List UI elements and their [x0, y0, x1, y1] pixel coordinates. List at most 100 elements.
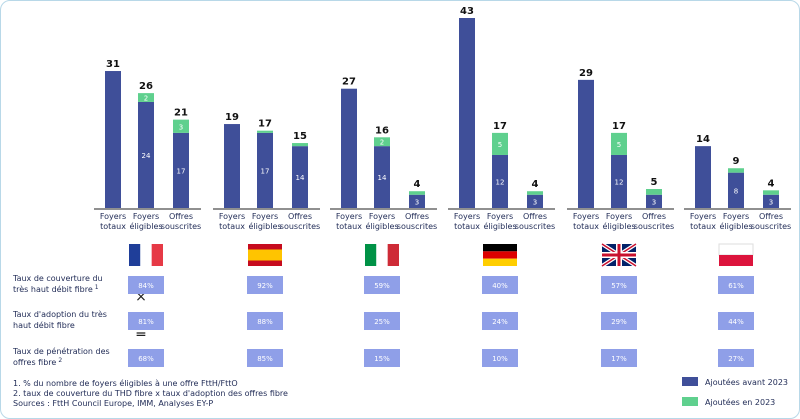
bar-segment — [459, 18, 475, 208]
value-label: 24 — [142, 152, 151, 160]
flag — [483, 244, 517, 252]
bar-segment — [292, 143, 308, 147]
total-label: 4 — [414, 179, 421, 190]
total-label: 17 — [493, 121, 507, 132]
table-value: 44% — [728, 318, 744, 326]
bar-segment — [646, 189, 662, 195]
footnote: 2. taux de couverture du THD fibre x tau… — [13, 389, 288, 398]
bar-label: Offres — [169, 212, 193, 221]
table-cell — [128, 349, 164, 367]
bar-segment — [409, 194, 425, 208]
legend-label: Ajoutées en 2023 — [705, 397, 775, 407]
total-label: 4 — [532, 179, 539, 190]
total-label: 5 — [651, 177, 658, 188]
table-cell — [718, 349, 754, 367]
total-label: 27 — [342, 77, 356, 88]
bar-segment — [224, 124, 240, 208]
bar-label: Offres — [405, 212, 429, 221]
value-label: 2 — [144, 95, 148, 103]
flag — [376, 244, 388, 266]
bar-segment — [728, 172, 744, 208]
table-value: 57% — [611, 282, 627, 290]
table-value: 59% — [374, 282, 390, 290]
bar-label: totaux — [454, 222, 480, 231]
times-symbol: × — [135, 289, 147, 305]
total-label: 26 — [139, 81, 153, 92]
bar-label: Foyers — [369, 212, 395, 221]
table-cell — [718, 276, 754, 294]
table-value: 27% — [728, 355, 744, 363]
bar-label: Foyers — [133, 212, 159, 221]
row-label: très haut débit fibre 1 — [13, 284, 99, 294]
bar-label: Foyers — [723, 212, 749, 221]
bar-segment — [374, 137, 390, 147]
total-label: 14 — [696, 134, 710, 145]
bar-segment — [292, 146, 308, 208]
table-value: 17% — [611, 355, 627, 363]
bar-label: éligibles — [602, 221, 635, 231]
row-label: Taux d'adoption du très — [12, 309, 107, 319]
bar-segment — [492, 132, 508, 155]
value-label: 5 — [617, 141, 621, 149]
table-cell — [364, 349, 400, 367]
bar-label: souscrites — [280, 222, 320, 231]
bar-label: souscrites — [634, 222, 674, 231]
value-label: 5 — [498, 141, 502, 149]
flag — [140, 244, 152, 266]
bar-label: totaux — [336, 222, 362, 231]
flag — [248, 249, 282, 261]
bar-segment — [763, 194, 779, 208]
value-label: 3 — [652, 198, 656, 206]
table-cell — [482, 349, 518, 367]
total-label: 4 — [768, 178, 775, 189]
bar-segment — [492, 154, 508, 208]
table-value: 84% — [138, 282, 154, 290]
bar-segment — [611, 154, 627, 208]
table-cell — [247, 276, 283, 294]
table-value: 15% — [374, 355, 390, 363]
bar-label: Offres — [523, 212, 547, 221]
flag — [483, 251, 517, 259]
bar-segment — [374, 146, 390, 208]
bar-label: totaux — [219, 222, 245, 231]
bar-label: éligibles — [365, 221, 398, 231]
flag — [602, 244, 636, 266]
value-label: 2 — [380, 139, 384, 147]
total-label: 29 — [579, 68, 593, 79]
bar-label: éligibles — [129, 221, 162, 231]
value-label: 12 — [615, 178, 624, 186]
bar-label: Offres — [759, 212, 783, 221]
note-ref: 1 — [95, 284, 99, 291]
flag — [387, 244, 399, 266]
total-label: 15 — [293, 131, 307, 142]
table-value: 68% — [138, 355, 154, 363]
table-value: 85% — [257, 355, 273, 363]
legend-swatch — [682, 397, 698, 406]
bar-segment — [105, 71, 121, 208]
flag — [483, 258, 517, 266]
total-label: 19 — [225, 112, 239, 123]
row-label: offres fibre 2 — [13, 357, 62, 367]
table-value: 61% — [728, 282, 744, 290]
bar-segment — [527, 191, 543, 195]
bar-label: souscrites — [515, 222, 555, 231]
flag — [129, 244, 141, 266]
bar-label: éligibles — [483, 221, 516, 231]
value-label: 12 — [496, 178, 505, 186]
table-cell — [601, 276, 637, 294]
table-cell — [364, 312, 400, 330]
bar-segment — [138, 101, 154, 208]
table-cell — [247, 312, 283, 330]
value-label: 14 — [296, 174, 305, 182]
bar-label: Foyers — [454, 212, 480, 221]
bar-label: Foyers — [100, 212, 126, 221]
equals-symbol: ═ — [136, 327, 146, 343]
bar-label: Foyers — [573, 212, 599, 221]
value-label: 17 — [177, 167, 186, 175]
bar-segment — [728, 168, 744, 173]
value-label: 3 — [415, 198, 419, 206]
bar-label: éligibles — [248, 221, 281, 231]
total-label: 21 — [174, 108, 188, 119]
total-label: 16 — [375, 125, 389, 136]
